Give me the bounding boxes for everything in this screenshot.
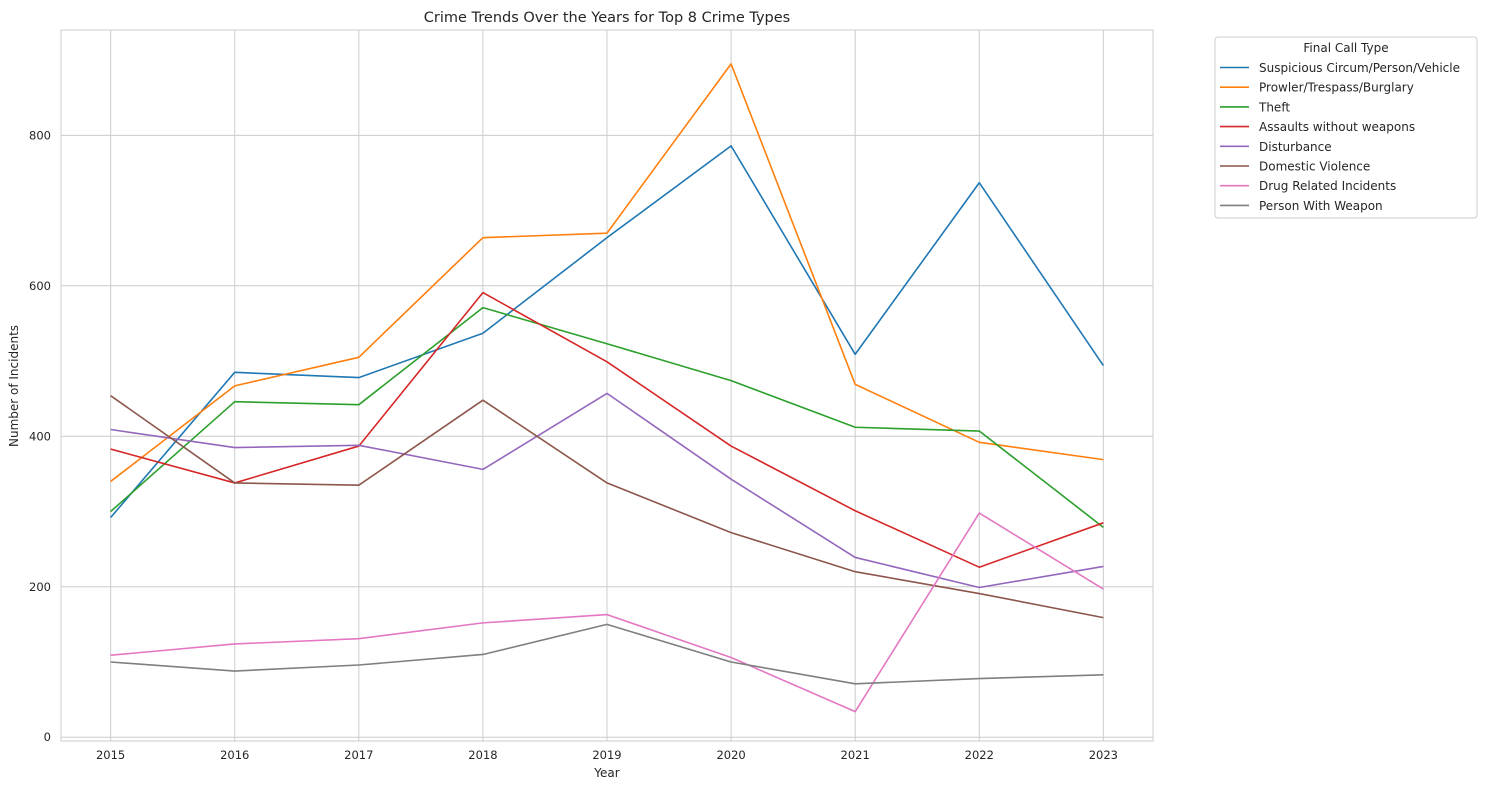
x-tick-label: 2020: [716, 748, 745, 762]
y-tick-label: 600: [29, 279, 51, 293]
legend-label: Person With Weapon: [1259, 199, 1383, 213]
legend-label: Theft: [1258, 100, 1290, 114]
legend-label: Domestic Violence: [1259, 160, 1370, 174]
x-tick-label: 2023: [1089, 748, 1118, 762]
x-tick-label: 2022: [965, 748, 994, 762]
legend-label: Drug Related Incidents: [1259, 179, 1396, 193]
series-lines: [110, 63, 1105, 713]
y-tick-label: 200: [29, 580, 51, 594]
series-line-domestic-violence: [110, 395, 1104, 619]
legend-label: Prowler/Trespass/Burglary: [1259, 81, 1414, 95]
chart-title: Crime Trends Over the Years for Top 8 Cr…: [424, 10, 790, 26]
legend-items: Suspicious Circum/Person/Vehicle Prowler/…: [1220, 61, 1460, 213]
y-tick-label: 400: [29, 429, 51, 443]
grid-lines: [61, 30, 1153, 741]
x-tick-label: 2019: [592, 748, 621, 762]
series-line-theft: [110, 306, 1104, 528]
x-tick-label: 2021: [841, 748, 870, 762]
legend-label: Assaults without weapons: [1259, 120, 1415, 134]
legend-title: Final Call Type: [1303, 41, 1388, 55]
y-tick-label: 800: [29, 128, 51, 142]
series-line-assaults-without-weapons: [110, 291, 1104, 569]
plot-area-frame: [60, 29, 1154, 742]
x-axis-label: Year: [593, 766, 619, 780]
y-tick-label: 0: [44, 730, 51, 744]
series-line-drug-related-incidents: [110, 512, 1104, 713]
x-tick-label: 2015: [96, 748, 125, 762]
y-axis-ticks: 0 200 400 600 800: [29, 128, 51, 744]
series-line-prowler-trespass-burglary: [110, 63, 1104, 483]
series-line-person-with-weapon: [110, 623, 1104, 685]
legend: Final Call Type Suspicious Circum/Person…: [1214, 36, 1478, 219]
series-line-disturbance: [110, 392, 1104, 589]
legend-label: Disturbance: [1259, 140, 1332, 154]
y-axis-label: Number of Incidents: [7, 325, 21, 447]
series-line-suspicious-circum-person-vehicle: [110, 145, 1105, 519]
x-axis-ticks: 2015 2016 2017 2018 2019 2020 2021 2022 2023: [96, 748, 1118, 762]
x-tick-label: 2018: [468, 748, 497, 762]
legend-box: [1214, 36, 1478, 219]
legend-label: Suspicious Circum/Person/Vehicle: [1259, 61, 1460, 75]
x-tick-label: 2016: [220, 748, 249, 762]
x-tick-label: 2017: [344, 748, 373, 762]
